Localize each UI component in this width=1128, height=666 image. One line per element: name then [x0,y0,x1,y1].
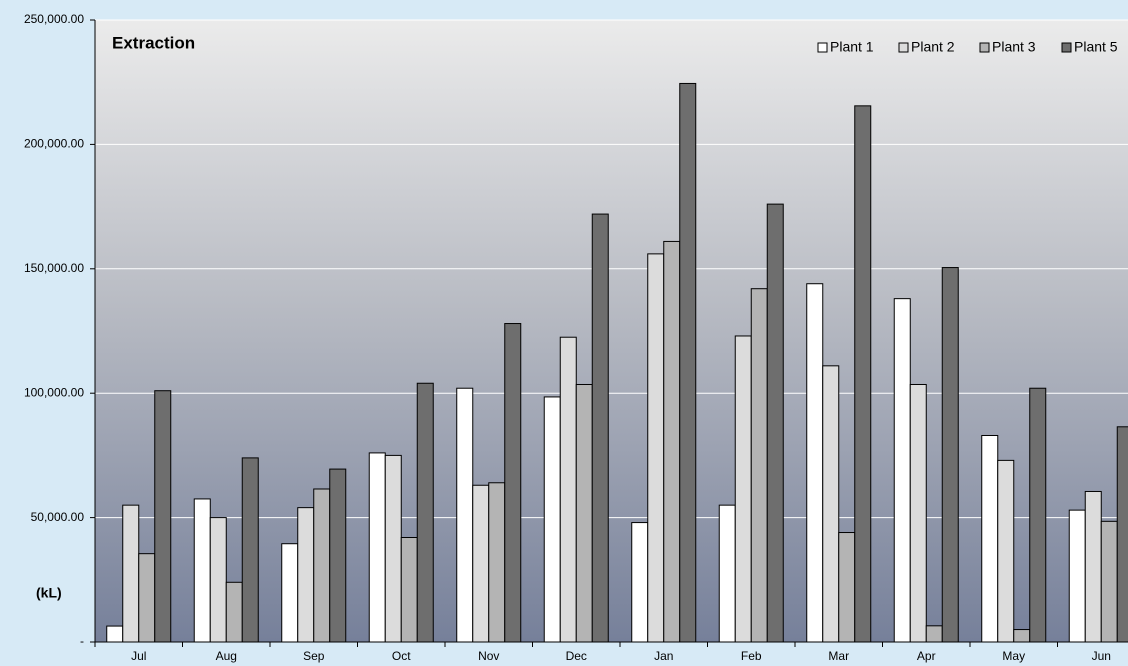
bar [893,298,911,643]
bar [766,203,784,643]
bar [456,387,474,643]
legend-label: Plant 1 [830,39,874,55]
bar [543,396,561,643]
y-tick-label: 200,000.00 [24,137,84,151]
legend-swatch [898,42,909,53]
x-tick-label: Jun [1092,649,1111,663]
bar [718,504,736,643]
bar [384,454,402,643]
bar [488,482,506,643]
bar [750,288,768,643]
bar [106,625,124,643]
bar [400,537,418,643]
y-tick-label: 250,000.00 [24,12,84,26]
bar [647,253,665,643]
legend-swatch [1061,42,1072,53]
bar [138,553,156,643]
bar [504,323,522,643]
legend-label: Plant 5 [1074,39,1118,55]
x-tick-label: May [1002,649,1025,663]
bar [559,336,577,643]
legend-label: Plant 2 [911,39,955,55]
bar [591,213,609,643]
y-tick-label: 100,000.00 [24,385,84,399]
bar [241,457,259,643]
bar [209,517,227,643]
x-tick-label: Apr [917,649,936,663]
bar [997,459,1015,643]
legend-swatch [979,42,990,53]
bar [329,468,347,643]
x-tick-label: Aug [216,649,237,663]
bar [575,383,593,643]
bar [1013,629,1031,643]
y-tick-label: - [80,634,84,648]
bar [281,543,299,643]
bar [225,581,243,643]
bar [838,532,856,643]
bar [1029,387,1047,643]
bar [925,625,943,643]
bar [193,498,211,643]
legend-label: Plant 3 [992,39,1036,55]
bar [1068,509,1086,643]
x-tick-label: Sep [303,649,325,663]
bar [122,504,140,643]
bar [154,390,172,643]
bar [1084,490,1102,643]
bar [631,522,649,643]
bar [1116,426,1128,643]
bar [368,452,386,643]
y-axis-label: (kL) [36,585,62,601]
x-tick-label: Dec [566,649,587,663]
x-tick-label: Mar [828,649,849,663]
bar [313,488,331,643]
legend-swatch [817,42,828,53]
bar [416,382,434,643]
bar [854,105,872,643]
y-tick-label: 150,000.00 [24,261,84,275]
y-tick-label: 50,000.00 [31,510,85,524]
x-tick-label: Jul [131,649,146,663]
x-tick-label: Jan [654,649,673,663]
bar [981,434,999,643]
bar [909,383,927,643]
x-tick-label: Feb [741,649,762,663]
x-tick-label: Oct [392,649,411,663]
bar [1100,520,1118,643]
bar [734,335,752,643]
bar [297,507,315,643]
chart-title: Extraction [112,33,195,52]
bar [663,240,681,643]
bar [806,283,824,643]
x-tick-label: Nov [478,649,499,663]
bar [941,267,959,643]
bar [822,365,840,643]
bar [679,82,697,643]
bar [472,484,490,643]
